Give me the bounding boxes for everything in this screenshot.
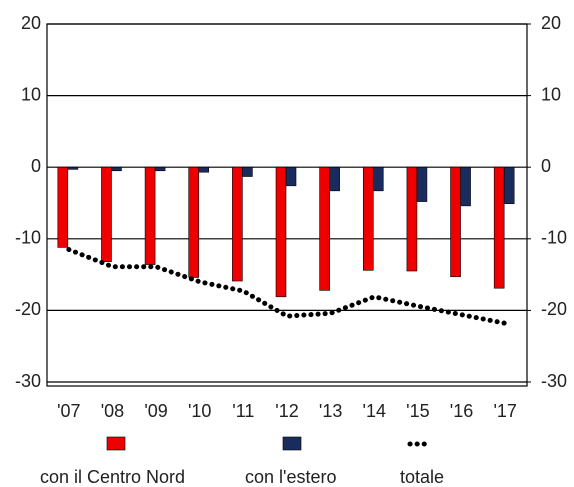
x-tick-label: '12 [275, 401, 298, 421]
bar [198, 166, 210, 173]
legend-label: totale [400, 467, 444, 487]
legend-label: con il Centro Nord [40, 467, 185, 487]
y2-tick-label: -10 [541, 228, 567, 248]
x-tick-label: '11 [232, 401, 254, 421]
y2-tick-label: -30 [541, 371, 567, 391]
y2-tick-label: -20 [541, 299, 567, 319]
bar [188, 166, 200, 278]
legend-label: con l'estero [245, 467, 337, 487]
bar [416, 166, 428, 202]
legend-swatch [282, 436, 302, 451]
x-tick-label: '15 [406, 401, 429, 421]
y-tick-label: 20 [21, 13, 41, 33]
y2-tick-label: 20 [541, 13, 561, 33]
y2-tick-label: 0 [541, 156, 551, 176]
x-tick-label: '07 [57, 401, 80, 421]
bar [275, 166, 287, 298]
y2-tick-label: 10 [541, 84, 561, 104]
bar [285, 166, 297, 187]
bar [232, 166, 243, 282]
bar [242, 166, 253, 177]
y-tick-label: -30 [15, 371, 41, 391]
y-tick-label: 10 [21, 84, 41, 104]
x-tick-label: '09 [144, 401, 167, 421]
bar [406, 166, 418, 272]
x-tick-label: '13 [319, 401, 342, 421]
bar [460, 166, 471, 207]
bar [329, 166, 340, 192]
x-tick-label: '16 [450, 401, 473, 421]
x-tick-label: '10 [188, 401, 211, 421]
y-tick-label: -20 [15, 299, 41, 319]
bar [144, 166, 156, 265]
bar [503, 166, 515, 205]
bar [111, 166, 122, 172]
bar [362, 166, 374, 271]
legend-swatch [106, 436, 126, 451]
y-tick-label: 0 [31, 156, 41, 176]
bar [372, 166, 384, 192]
bar [101, 166, 112, 263]
bar [319, 166, 330, 291]
x-tick-label: '08 [101, 401, 124, 421]
x-tick-label: '14 [363, 401, 386, 421]
bar [450, 166, 461, 278]
bar [154, 166, 166, 172]
bar [57, 166, 69, 248]
bar [493, 166, 505, 289]
x-tick-label: '17 [493, 401, 516, 421]
line-series [66, 247, 508, 326]
bar [67, 166, 79, 170]
y-tick-label: -10 [15, 228, 41, 248]
